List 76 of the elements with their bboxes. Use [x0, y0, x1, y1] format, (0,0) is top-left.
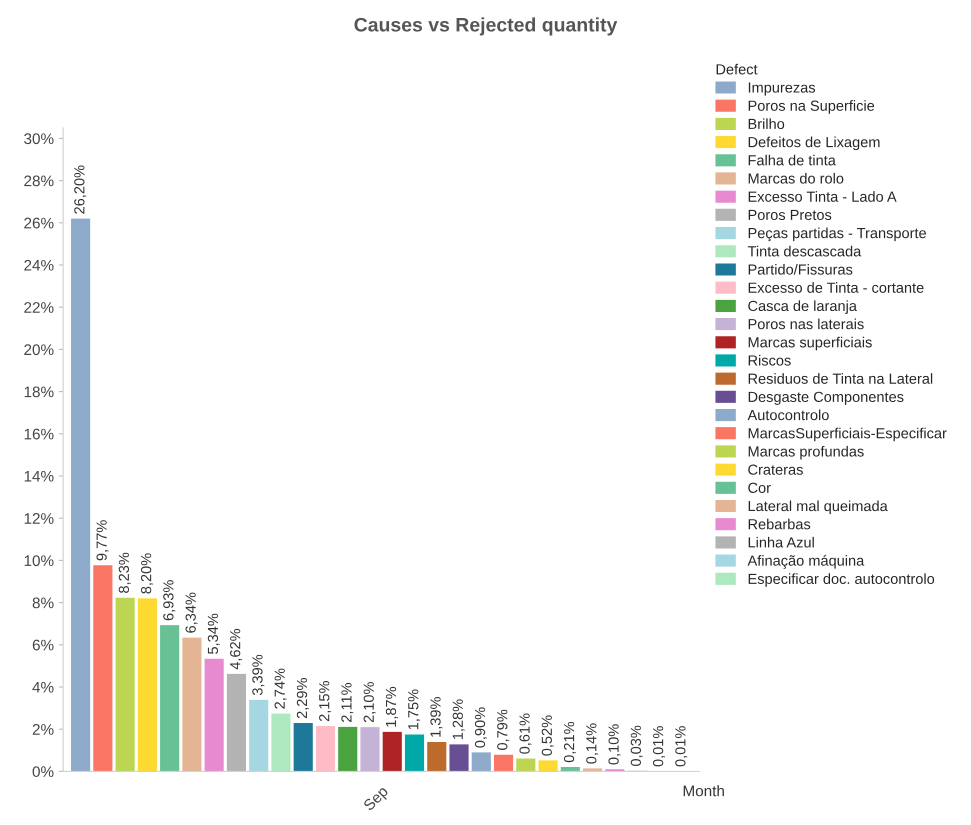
data-label: 0,01% — [675, 726, 688, 766]
data-label: 2,10% — [364, 682, 376, 722]
legend-label: Poros nas laterais — [748, 318, 864, 330]
data-label: 2,29% — [296, 678, 309, 718]
legend-label: Rebarbas — [748, 518, 810, 530]
data-label: 2,11% — [341, 682, 354, 722]
legend-label: Poros Pretos — [748, 210, 832, 220]
y-tick-label: 10% — [24, 555, 54, 566]
legend-label: Linha Azul — [748, 536, 814, 548]
legend-label: Lateral mal queimada — [748, 500, 888, 514]
legend-label: Marcas do rolo — [748, 172, 844, 184]
data-label: 6,34% — [185, 592, 198, 633]
y-tick-label: 6% — [32, 640, 54, 650]
data-label: 5,34% — [208, 614, 220, 654]
y-tick-label: 18% — [24, 386, 54, 398]
y-tick-label: 26% — [24, 218, 54, 229]
y-tick-label: 8% — [32, 597, 54, 608]
data-label: 3,39% — [252, 654, 264, 696]
legend-label: Poros na Superficie — [748, 100, 874, 114]
y-tick-label: 20% — [24, 344, 54, 356]
legend-label: Especificar doc. autocontrolo — [748, 573, 934, 587]
legend-label: Excesso de Tinta - cortante — [748, 282, 924, 293]
data-label: 1,75% — [408, 689, 420, 730]
legend-label: Brilho — [748, 118, 784, 130]
y-tick-label: 0% — [32, 766, 54, 778]
data-label: 0,14% — [586, 723, 598, 764]
legend-label: MarcasSuperficiais-Especificar — [748, 428, 947, 442]
y-tick-label: 28% — [24, 175, 54, 186]
data-label: 1,39% — [430, 697, 442, 737]
data-label: 1,28% — [452, 699, 465, 740]
data-label: 0,79% — [497, 710, 510, 750]
y-tick-label: 24% — [24, 260, 54, 271]
data-label: 4,62% — [230, 628, 242, 670]
x-tick-label: Sep — [362, 785, 391, 814]
data-label: 0,03% — [630, 726, 643, 766]
data-label: 0,61% — [519, 714, 532, 754]
data-label: 0,10% — [608, 724, 620, 765]
data-label: 0,90% — [474, 707, 487, 748]
data-label: 8,23% — [118, 552, 131, 593]
y-tick-label: 16% — [24, 428, 54, 440]
y-tick-label: 2% — [32, 724, 54, 735]
legend-title: Defect — [716, 64, 758, 74]
y-tick-label: 22% — [24, 302, 54, 313]
legend-label: Defeitos de Lixagem — [748, 136, 880, 150]
data-label: 2,74% — [274, 668, 287, 709]
legend-label: Impurezas — [748, 82, 816, 96]
data-label: 26,20% — [74, 165, 86, 214]
data-label: 2,15% — [319, 681, 332, 722]
legend-label: Peças partidas - Transporte — [748, 228, 926, 242]
legend-label: Casca de laranja — [748, 300, 857, 314]
legend-label: Desgaste Componentes — [748, 392, 904, 405]
chart-title: Causes vs Rejected quantity — [354, 17, 618, 36]
legend-label: Marcas superficiais — [748, 336, 872, 350]
data-label: 0,21% — [564, 722, 576, 762]
legend-label: Cor — [748, 482, 771, 493]
y-tick-label: 12% — [24, 513, 54, 524]
legend-label: Crateras — [748, 464, 803, 475]
data-label: 6,93% — [163, 580, 176, 620]
legend-label: Marcas profundas — [748, 446, 864, 460]
data-label: 1,87% — [386, 686, 398, 727]
x-axis-title: Month — [684, 785, 724, 796]
legend-label: Excesso Tinta - Lado A — [748, 191, 897, 202]
legend-label: Autocontrolo — [748, 410, 829, 420]
data-label: 9,77% — [96, 520, 109, 560]
legend-label: Residuos de Tinta na Lateral — [748, 373, 932, 384]
legend-label: Tinta descascada — [748, 246, 862, 256]
y-tick-label: 30% — [24, 133, 54, 144]
y-tick-label: 4% — [32, 682, 54, 693]
legend-label: Partido/Fissuras — [748, 264, 852, 275]
y-tick-label: 14% — [24, 470, 54, 482]
data-label: 0,52% — [542, 715, 554, 756]
data-label: 0,01% — [652, 726, 666, 766]
legend-label: Riscos — [748, 354, 791, 366]
legend-label: Afinação máquina — [748, 554, 864, 569]
legend-label: Falha de tinta — [748, 154, 836, 166]
data-label: 8,20% — [140, 553, 154, 594]
